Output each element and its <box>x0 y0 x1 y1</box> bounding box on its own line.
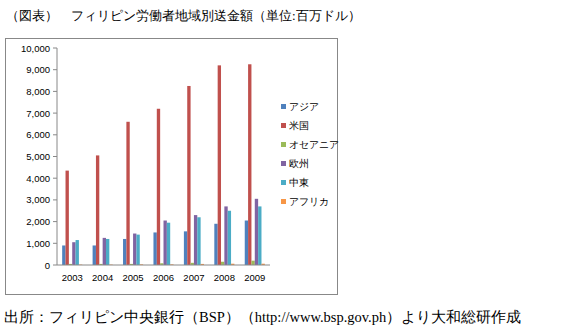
x-tick-label: 2005 <box>123 272 144 283</box>
y-tick-label: 10,000 <box>21 43 50 54</box>
y-tick-label: 4,000 <box>26 173 50 184</box>
y-tick <box>53 48 57 49</box>
y-tick <box>53 91 57 92</box>
bar <box>214 224 217 265</box>
y-tick <box>53 199 57 200</box>
x-tick-label: 2008 <box>214 272 235 283</box>
legend-label: 中東 <box>289 177 309 188</box>
bar <box>187 86 190 265</box>
bar <box>126 122 129 265</box>
legend-swatch <box>281 199 286 204</box>
y-tick-label: 0 <box>45 260 50 271</box>
legend-swatch <box>281 180 286 185</box>
legend-swatch <box>281 104 286 109</box>
bar <box>103 238 106 265</box>
legend-label: オセアニア <box>289 139 339 150</box>
y-tick <box>53 265 57 266</box>
y-tick-label: 6,000 <box>26 129 50 140</box>
bars <box>62 64 265 265</box>
y-tick-label: 9,000 <box>26 64 50 75</box>
bar <box>218 65 221 265</box>
chart: （図表） フィリピン労働者地域別送金額（単位:百万ドル） 0 1,000 2,000 3… <box>0 0 578 332</box>
bar <box>72 242 75 265</box>
source: 出所：フィリピン中央銀行（BSP）（http://www.bsp.gov.ph）… <box>4 309 521 325</box>
bar <box>76 240 79 265</box>
bar <box>106 239 109 265</box>
y-tick <box>53 113 57 114</box>
bar <box>164 221 167 265</box>
bar <box>197 217 200 265</box>
bar <box>245 221 248 265</box>
bar <box>96 155 99 265</box>
bar <box>123 239 126 265</box>
y-tick <box>53 221 57 222</box>
bar <box>224 206 227 265</box>
bar <box>93 245 96 265</box>
x-tick-label: 2007 <box>183 272 204 283</box>
y-tick-label: 7,000 <box>26 108 50 119</box>
y-tick-label: 2,000 <box>26 216 50 227</box>
bar <box>136 235 139 265</box>
x-axis <box>57 265 270 266</box>
legend-label: 欧州 <box>289 158 309 169</box>
x-tick-label: 2003 <box>62 272 83 283</box>
y-tick <box>53 243 57 244</box>
chart-frame <box>6 39 338 295</box>
bar <box>194 215 197 265</box>
bar <box>62 245 65 265</box>
y-tick-label: 3,000 <box>26 194 50 205</box>
y-tick-label: 1,000 <box>26 238 50 249</box>
bar <box>167 223 170 265</box>
y-tick <box>53 134 57 135</box>
y-tick-label: 5,000 <box>26 151 50 162</box>
x-tick-label: 2006 <box>153 272 174 283</box>
bar <box>184 231 187 265</box>
legend-swatch <box>281 161 286 166</box>
bar <box>248 64 251 265</box>
bar <box>255 199 258 265</box>
bar <box>133 234 136 265</box>
legend-swatch <box>281 123 286 128</box>
title: （図表） フィリピン労働者地域別送金額（単位:百万ドル） <box>6 8 361 23</box>
y-axis <box>57 48 58 265</box>
legend-label: アフリカ <box>289 196 329 207</box>
legend-label: 米国 <box>289 120 309 131</box>
bar <box>153 232 156 265</box>
bar <box>251 261 254 265</box>
bar <box>228 211 231 265</box>
y-tick <box>53 69 57 70</box>
y-tick-label: 8,000 <box>26 86 50 97</box>
y-tick <box>53 178 57 179</box>
x-tick-label: 2009 <box>244 272 265 283</box>
legend-label: アジア <box>289 101 319 112</box>
bar <box>157 109 160 265</box>
x-tick-label: 2004 <box>92 272 113 283</box>
legend-swatch <box>281 142 286 147</box>
y-tick <box>53 156 57 157</box>
bar <box>258 206 261 265</box>
bar <box>66 171 69 265</box>
